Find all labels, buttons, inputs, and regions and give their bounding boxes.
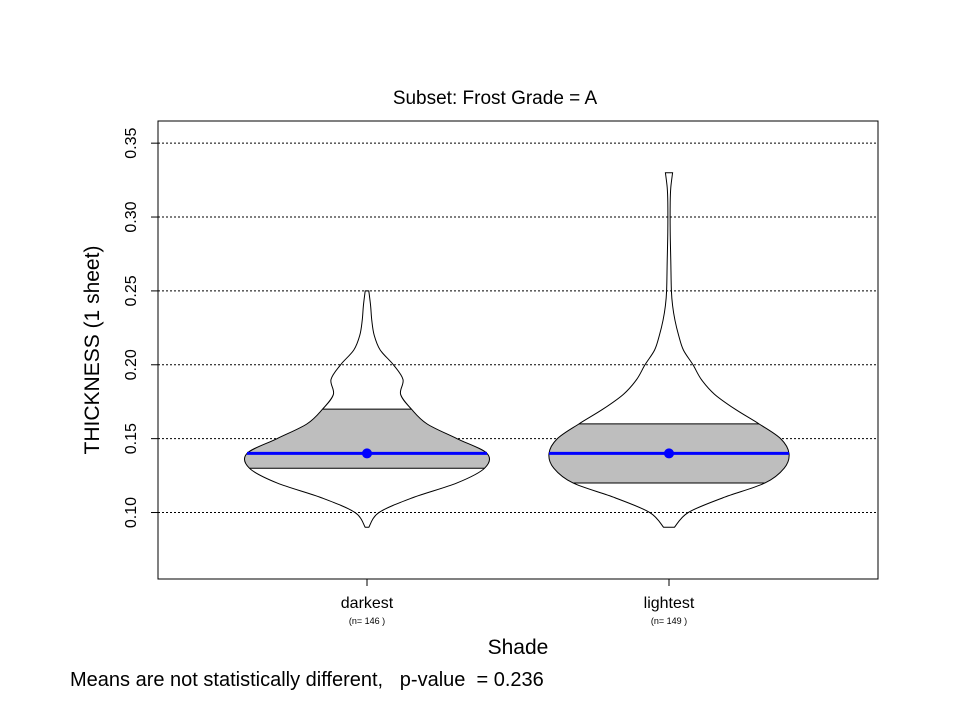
mean-point-darkest	[362, 448, 372, 459]
x-axis: darkest (n= 146 ) lightest (n= 149 )	[341, 579, 695, 626]
plot-frame	[157, 120, 879, 580]
chart-title: Subset: Frost Grade = A	[393, 88, 598, 109]
violin-outline-darkest	[243, 290, 491, 528]
y-tick-label: 0.30	[123, 201, 140, 232]
violin-outline-lightest	[548, 172, 790, 528]
y-axis-label: THICKNESS (1 sheet)	[81, 246, 104, 455]
y-tick-label: 0.35	[123, 127, 140, 158]
y-tick-label: 0.20	[123, 349, 140, 380]
y-tick-label: 0.10	[123, 497, 140, 528]
y-axis: 0.10 0.15 0.20 0.25 0.30 0.35	[123, 127, 158, 528]
sample-size-label: (n= 146 )	[349, 616, 385, 626]
x-category-label: darkest	[341, 595, 394, 612]
y-tick-label: 0.15	[123, 423, 140, 454]
x-axis-label: Shade	[488, 636, 549, 659]
p-value-note: Means are not statistically different, p…	[70, 669, 544, 691]
mean-point-lightest	[664, 448, 674, 459]
violins	[243, 172, 790, 528]
x-category-label: lightest	[644, 595, 695, 612]
iqr-box-darkest	[244, 409, 490, 469]
y-tick-label: 0.25	[123, 275, 140, 306]
sample-size-label: (n= 149 )	[651, 616, 687, 626]
